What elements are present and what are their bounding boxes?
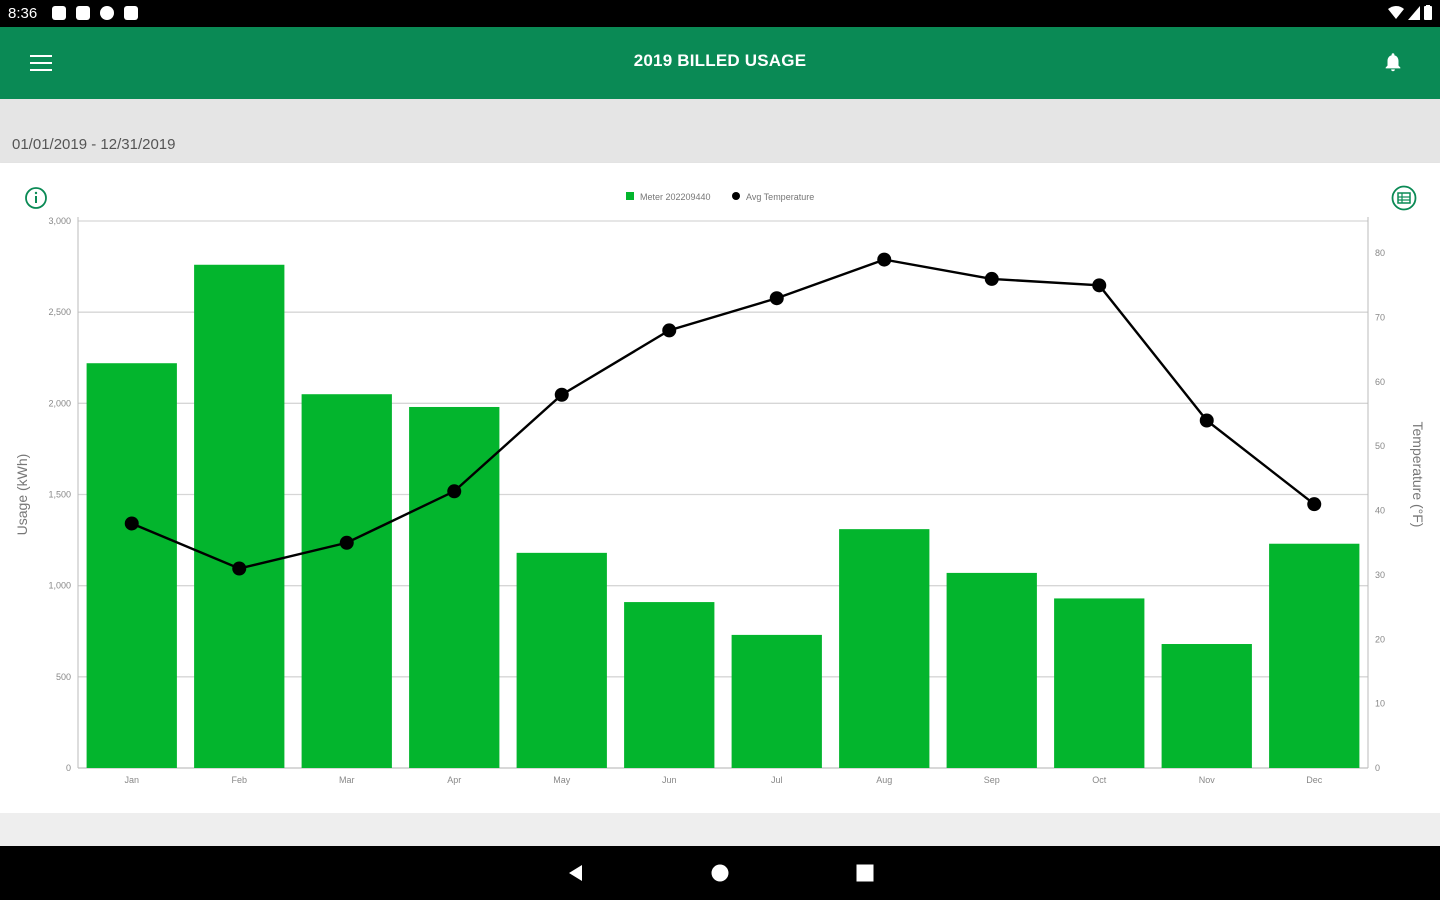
temperature-point-jul [769,291,784,306]
right-tick-label: 50 [1375,441,1385,451]
bar-jun [624,602,715,768]
date-band: 01/01/2019 - 12/31/2019 [0,99,1440,163]
left-tick-label: 0 [66,763,71,773]
shield-icon [100,6,114,20]
bar-oct [1054,598,1145,768]
bar-nov [1161,644,1252,768]
left-tick-label: 2,500 [48,307,71,317]
temperature-point-apr [447,484,462,499]
system-nav-bar [0,846,1440,900]
sd-card-icon [124,6,138,20]
x-tick-label: Jun [662,775,677,785]
temperature-point-may [554,387,569,402]
date-range: 01/01/2019 - 12/31/2019 [12,136,176,153]
home-icon[interactable] [710,863,730,883]
settings-icon [52,6,66,20]
temperature-point-aug [877,252,892,267]
temperature-line [131,258,1315,570]
legend-label-temperature: Avg Temperature [746,192,814,202]
left-tick-label: 2,000 [48,398,71,408]
right-tick-label: 60 [1375,377,1385,387]
back-icon[interactable] [566,863,586,883]
right-tick-label: 40 [1375,506,1385,516]
recents-icon[interactable] [855,863,875,883]
x-tick-label: Mar [339,775,355,785]
left-tick-label: 500 [56,672,71,682]
bar-sep [946,572,1037,768]
status-system-icons [1388,5,1432,20]
right-tick-label: 20 [1375,634,1385,644]
right-tick-label: 70 [1375,313,1385,323]
bottom-strip [0,813,1440,846]
left-tick-label: 1,500 [48,490,71,500]
bar-may [516,552,607,768]
temperature-point-feb [232,561,247,576]
page-title: 2019 BILLED USAGE [633,51,807,70]
bar-jan [86,363,177,768]
x-tick-label: Nov [1199,775,1216,785]
temperature-point-sep [984,271,999,286]
status-bar: 8:36 [0,0,1440,27]
left-tick-label: 3,000 [48,216,71,226]
chart-card: 0 500 1,000 1,500 2,000 2,500 3,000 0 10 20 30 40 50… [0,163,1440,813]
x-tick-label: Aug [876,775,892,785]
bar-apr [409,406,500,768]
x-tick-label: Jul [771,775,783,785]
info-icon[interactable] [24,186,48,210]
menu-icon[interactable] [30,55,52,71]
right-tick-label: 0 [1375,763,1380,773]
bell-icon[interactable] [1382,51,1404,73]
battery-icon [1424,5,1432,20]
bar-jul [731,634,822,768]
bar-mar [301,394,392,768]
x-tick-label: May [553,775,571,785]
bar-aug [839,529,930,768]
status-time: 8:36 [8,5,38,22]
right-tick-label: 30 [1375,570,1385,580]
x-tick-label: Oct [1092,775,1107,785]
temperature-point-mar [339,535,354,550]
temperature-point-jun [662,323,677,338]
status-notification-icons [52,6,138,20]
app-bar: 2019 BILLED USAGE [0,27,1440,99]
x-tick-label: Apr [447,775,461,785]
legend-label-meter: Meter 202209440 [640,192,711,202]
right-tick-label: 80 [1375,248,1385,258]
temperature-point-oct [1092,278,1107,293]
temperature-point-nov [1199,413,1214,428]
x-tick-label: Sep [984,775,1000,785]
temperature-point-jan [124,516,139,531]
signal-icon [1408,6,1420,20]
usage-chart: 0 500 1,000 1,500 2,000 2,500 3,000 0 10 20 30 40 50… [14,192,1426,785]
legend-swatch-meter [626,192,634,200]
bar-dec [1269,543,1360,768]
x-tick-label: Dec [1306,775,1323,785]
left-axis-title: Usage (kWh) [14,454,30,536]
left-tick-label: 1,000 [48,581,71,591]
bar-feb [194,264,285,768]
wifi-icon [1388,6,1404,19]
table-icon[interactable] [1391,185,1417,211]
x-tick-label: Feb [231,775,247,785]
notification-icon [76,6,90,20]
temperature-point-dec [1307,497,1322,512]
x-tick-label: Jan [124,775,139,785]
legend-swatch-temperature [732,192,740,200]
right-tick-label: 10 [1375,699,1385,709]
right-axis-title: Temperature (°F) [1410,422,1426,528]
